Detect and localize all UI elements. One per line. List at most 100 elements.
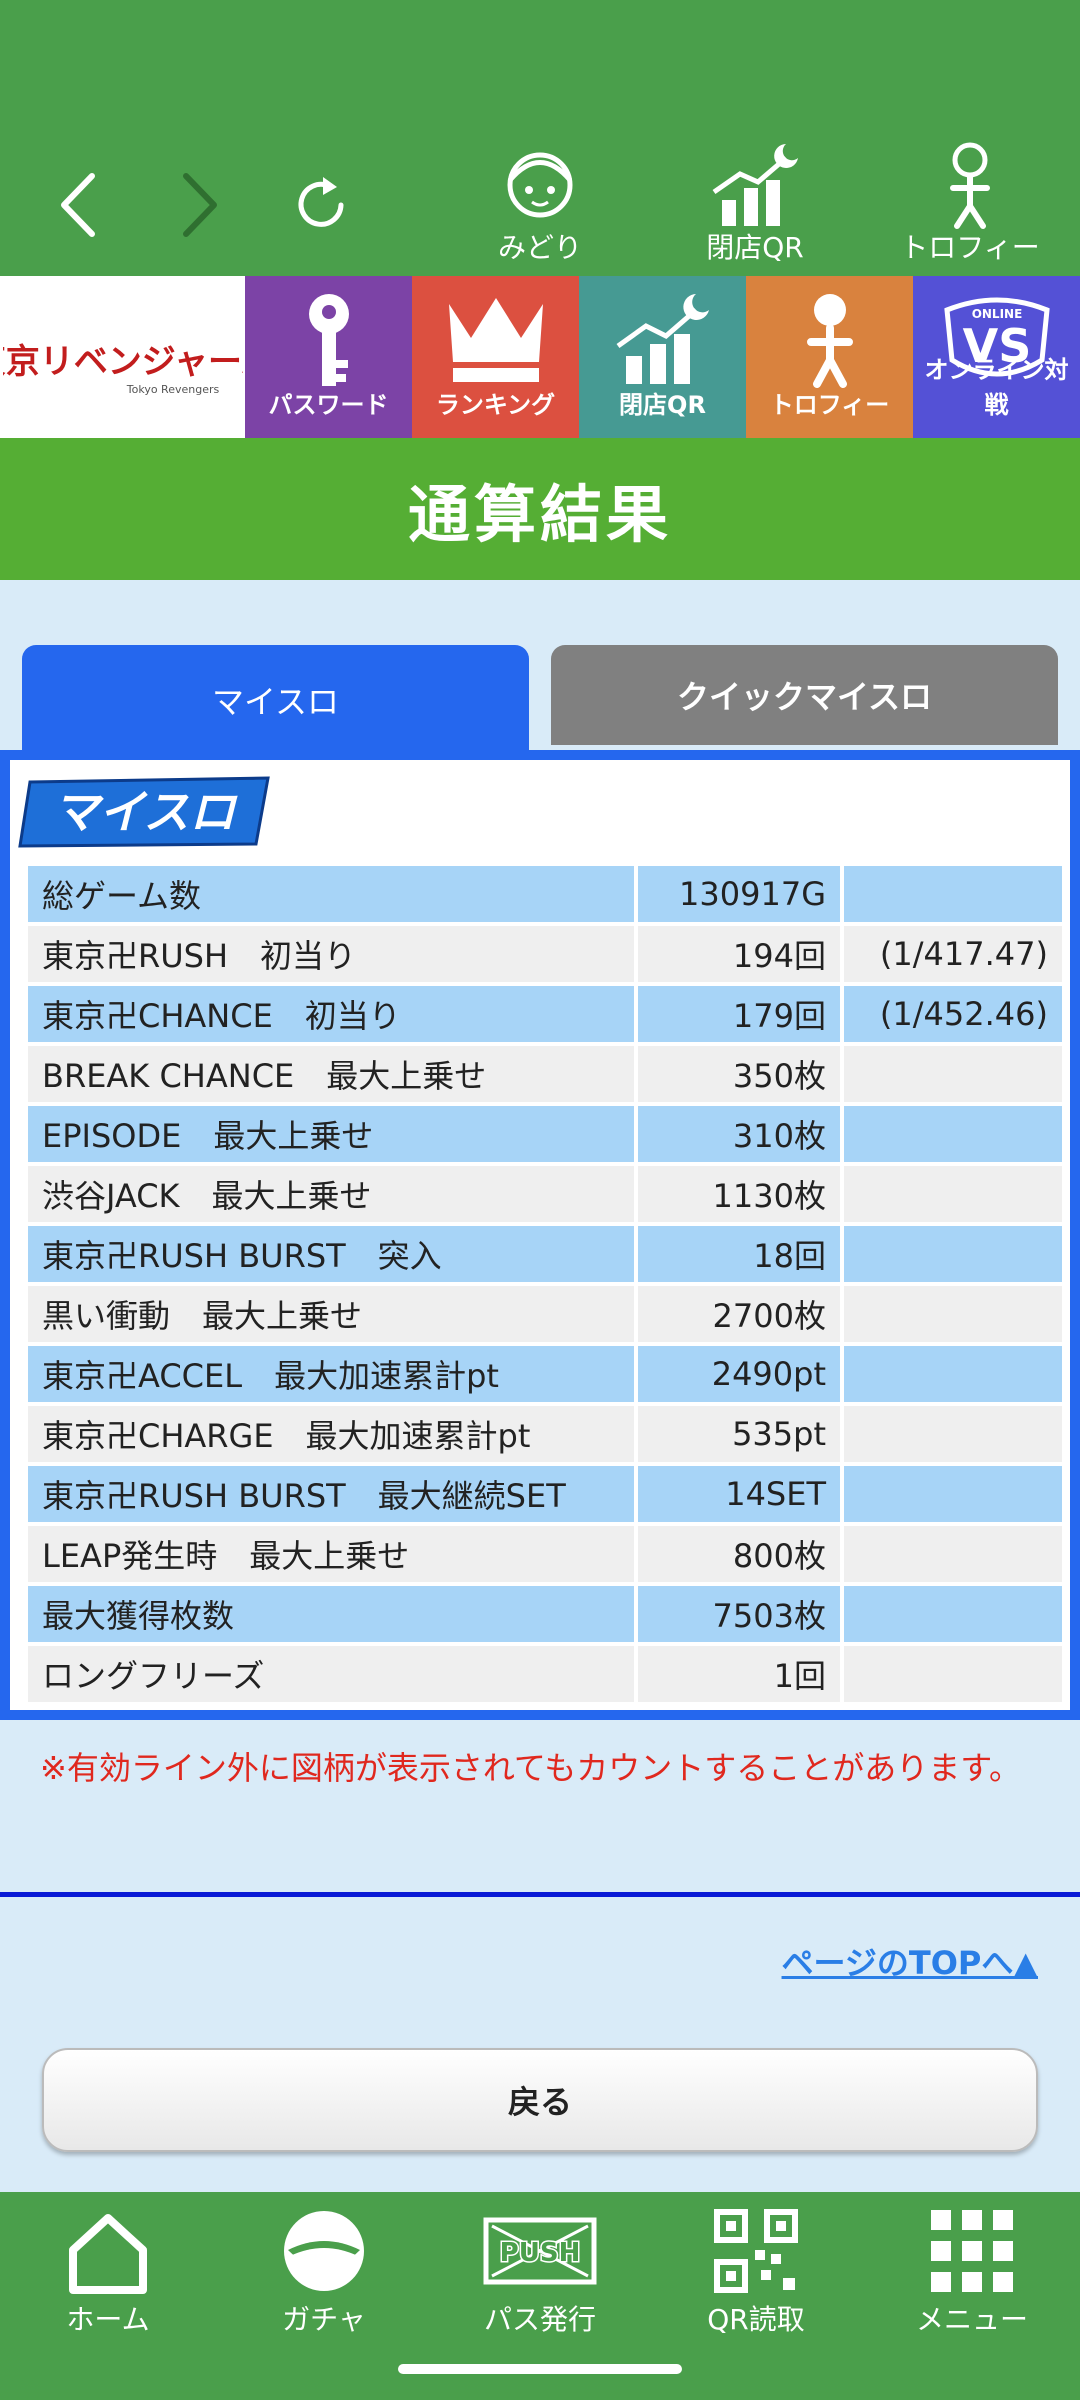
qr-icon [714,2209,798,2293]
stat-label: 東京卍ACCEL 最大加速累計pt [28,1346,634,1402]
stat-label: LEAP発生時 最大上乗せ [28,1526,634,1582]
table-row: EPISODE 最大上乗せ 310枚 [28,1106,1062,1162]
tab-quick-myslo[interactable]: クイックマイスロ [551,645,1058,745]
stat-label: ロングフリーズ [28,1646,634,1702]
bottom-navigation: ホーム ガチャ PUSH パス発行 QR読取 [0,2192,1080,2400]
svg-text:Tokyo Revengers: Tokyo Revengers [125,383,219,396]
top-nav-midori[interactable]: みどり [440,140,640,265]
bottom-nav-menu[interactable]: メニュー [872,2206,1072,2356]
table-row: 東京卍CHARGE 最大加速累計pt 535pt [28,1406,1062,1462]
home-indicator[interactable] [398,2364,682,2374]
stat-label: 東京卍RUSH 初当り [28,926,634,982]
gacha-icon [284,2211,364,2291]
table-row: 渋谷JACK 最大上乗せ 1130枚 [28,1166,1062,1222]
stat-ratio [840,1226,1062,1282]
svg-text:PUSH: PUSH [500,2238,581,2268]
key-icon [308,294,349,386]
stat-value: 350枚 [634,1046,840,1102]
table-row: 黒い衝動 最大上乗せ 2700枚 [28,1286,1062,1342]
svg-text:VS: VS [962,319,1031,373]
page-title-bar: 通算結果 [0,438,1080,580]
top-nav-closing-qr[interactable]: 閉店QR [655,140,855,265]
page-title: 通算結果 [407,478,672,551]
stat-label: 総ゲーム数 [28,866,634,922]
stat-ratio [840,1106,1062,1162]
table-row: 東京卍ACCEL 最大加速累計pt 2490pt [28,1346,1062,1402]
results-panel-inner: マイスロ 総ゲーム数 130917G 東京卍RUSH 初当り 194回 (1/417.4… [10,760,1070,1710]
bottom-nav-qr-read-label: QR読取 [707,2303,805,2336]
top-nav-midori-label: みどり [497,231,582,264]
top-nav-trophy-label: トロフィー [900,231,1040,264]
stat-value: 1回 [634,1646,840,1702]
grid-menu-icon [931,2210,1013,2292]
myslo-logo: マイスロ [18,776,270,848]
top-nav-trophy[interactable]: トロフィー [870,140,1070,265]
stat-ratio: (1/452.46) [840,986,1062,1042]
menu-closing-qr[interactable]: 閉店QR [579,276,746,438]
table-row: 最大獲得枚数 7503枚 [28,1586,1062,1642]
table-row: BREAK CHANCE 最大上乗せ 350枚 [28,1046,1062,1102]
table-row: LEAP発生時 最大上乗せ 800枚 [28,1526,1062,1582]
stat-label: 渋谷JACK 最大上乗せ [28,1166,634,1222]
menu-online-battle[interactable]: ONLINE VS オンライン対戦 [913,276,1080,438]
bottom-nav-pass-issue[interactable]: PUSH パス発行 [440,2206,640,2356]
stat-value: 7503枚 [634,1586,840,1642]
bottom-nav-pass-issue-label: パス発行 [483,2303,596,2336]
reload-icon[interactable] [278,160,368,250]
stat-ratio [840,1346,1062,1402]
menu-password[interactable]: パスワード [245,276,412,438]
stat-value: 194回 [634,926,840,982]
stat-value: 18回 [634,1226,840,1282]
bottom-nav-home-label: ホーム [66,2303,150,2336]
bottom-nav-gacha[interactable]: ガチャ [224,2206,424,2356]
tab-myslo[interactable]: マイスロ [22,645,529,755]
results-panel: マイスロ 総ゲーム数 130917G 東京卍RUSH 初当り 194回 (1/417.4… [0,750,1080,1720]
stat-value: 14SET [634,1466,840,1522]
forward-arrow-icon[interactable] [154,160,244,250]
stat-label: EPISODE 最大上乗せ [28,1106,634,1162]
stat-ratio [840,1646,1062,1702]
chart-moon-icon [712,144,798,226]
divider [0,1892,1080,1897]
stat-label: 最大獲得枚数 [28,1586,634,1642]
stat-value: 130917G [634,866,840,922]
character-icon [507,152,573,218]
stat-ratio [840,1046,1062,1102]
table-row: 東京卍RUSH BURST 突入 18回 [28,1226,1062,1282]
stat-label: 東京卍CHARGE 最大加速累計pt [28,1406,634,1462]
svg-text:マイスロ: マイスロ [53,785,239,839]
stat-value: 179回 [634,986,840,1042]
game-logo[interactable]: 東京リベンジャーズ Tokyo Revengers [0,276,245,438]
trophy-figure-icon [950,142,990,229]
page-top-link[interactable]: ページのTOPへ▲ [781,1944,1038,1982]
stat-label: BREAK CHANCE 最大上乗せ [28,1046,634,1102]
stat-ratio [840,1526,1062,1582]
crown-icon [448,298,543,382]
menu-ranking[interactable]: ランキング [412,276,579,438]
top-nav-closing-qr-label: 閉店QR [706,231,804,264]
stat-ratio [840,866,1062,922]
stat-value: 535pt [634,1406,840,1462]
svg-text:ONLINE: ONLINE [971,307,1022,321]
top-navigation: みどり 閉店QR トロフィー [0,0,1080,276]
back-arrow-icon[interactable] [34,160,124,250]
stat-ratio [840,1406,1062,1462]
vs-icon: ONLINE VS [943,297,1050,377]
stat-value: 2490pt [634,1346,840,1402]
menu-trophy-label: トロフィー [769,391,890,419]
menu-trophy[interactable]: トロフィー [746,276,913,438]
bottom-nav-home[interactable]: ホーム [8,2206,208,2356]
stat-ratio [840,1466,1062,1522]
stat-value: 1130枚 [634,1166,840,1222]
home-icon [69,2214,147,2294]
stats-table: 総ゲーム数 130917G 東京卍RUSH 初当り 194回 (1/417.47) 東京卍… [28,862,1062,1706]
stat-ratio [840,1286,1062,1342]
stat-value: 800枚 [634,1526,840,1582]
menu-row: 東京リベンジャーズ Tokyo Revengers パスワード ランキング 閉店… [0,276,1080,438]
back-button[interactable]: 戻る [42,2048,1038,2152]
stat-label: 東京卍RUSH BURST 最大継続SET [28,1466,634,1522]
stat-value: 310枚 [634,1106,840,1162]
bottom-nav-qr-read[interactable]: QR読取 [656,2206,856,2356]
table-row: 総ゲーム数 130917G [28,866,1062,922]
stat-label: 東京卍RUSH BURST 突入 [28,1226,634,1282]
